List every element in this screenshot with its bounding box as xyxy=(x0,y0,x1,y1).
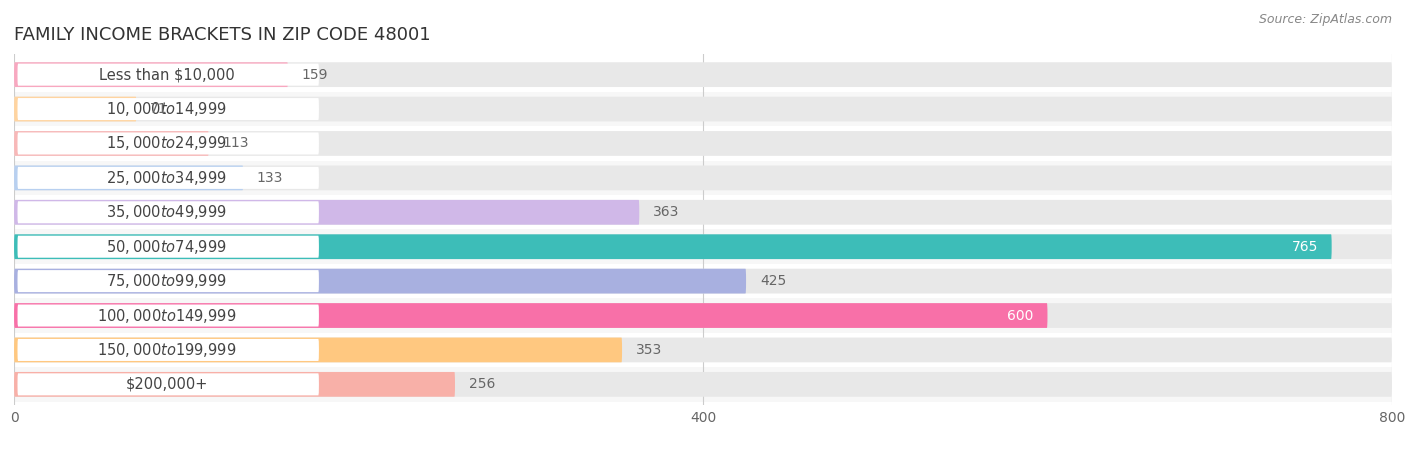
Text: 600: 600 xyxy=(1007,309,1033,323)
Bar xyxy=(14,126,1392,161)
Bar xyxy=(14,230,1392,264)
Bar xyxy=(14,264,1392,298)
Text: FAMILY INCOME BRACKETS IN ZIP CODE 48001: FAMILY INCOME BRACKETS IN ZIP CODE 48001 xyxy=(14,26,430,44)
Text: $15,000 to $24,999: $15,000 to $24,999 xyxy=(105,135,226,153)
FancyBboxPatch shape xyxy=(14,97,1392,122)
FancyBboxPatch shape xyxy=(17,98,319,120)
Text: 256: 256 xyxy=(468,378,495,392)
FancyBboxPatch shape xyxy=(14,131,1392,156)
FancyBboxPatch shape xyxy=(14,62,1392,87)
Text: $100,000 to $149,999: $100,000 to $149,999 xyxy=(97,306,236,324)
Text: 353: 353 xyxy=(636,343,662,357)
FancyBboxPatch shape xyxy=(14,303,1047,328)
Text: $50,000 to $74,999: $50,000 to $74,999 xyxy=(105,238,226,256)
Text: $10,000 to $14,999: $10,000 to $14,999 xyxy=(105,100,226,118)
Text: 113: 113 xyxy=(222,136,249,150)
Text: $25,000 to $34,999: $25,000 to $34,999 xyxy=(105,169,226,187)
FancyBboxPatch shape xyxy=(17,132,319,154)
Text: $150,000 to $199,999: $150,000 to $199,999 xyxy=(97,341,236,359)
Text: $35,000 to $49,999: $35,000 to $49,999 xyxy=(105,203,226,221)
Bar xyxy=(14,298,1392,333)
Text: Less than $10,000: Less than $10,000 xyxy=(98,67,235,82)
FancyBboxPatch shape xyxy=(17,339,319,361)
FancyBboxPatch shape xyxy=(17,63,319,86)
Text: $200,000+: $200,000+ xyxy=(125,377,208,392)
Text: 71: 71 xyxy=(150,102,167,116)
FancyBboxPatch shape xyxy=(14,269,1392,293)
FancyBboxPatch shape xyxy=(14,338,621,362)
FancyBboxPatch shape xyxy=(17,374,319,396)
FancyBboxPatch shape xyxy=(14,372,1392,397)
Text: 133: 133 xyxy=(257,171,283,185)
Text: Source: ZipAtlas.com: Source: ZipAtlas.com xyxy=(1258,14,1392,27)
FancyBboxPatch shape xyxy=(17,236,319,258)
FancyBboxPatch shape xyxy=(14,372,456,397)
FancyBboxPatch shape xyxy=(14,166,243,190)
Text: 159: 159 xyxy=(302,68,328,81)
Text: $75,000 to $99,999: $75,000 to $99,999 xyxy=(105,272,226,290)
Text: 363: 363 xyxy=(652,205,679,219)
FancyBboxPatch shape xyxy=(17,201,319,223)
FancyBboxPatch shape xyxy=(14,200,1392,225)
Bar xyxy=(14,161,1392,195)
Bar xyxy=(14,92,1392,126)
Bar xyxy=(14,367,1392,401)
FancyBboxPatch shape xyxy=(14,338,1392,362)
Text: 425: 425 xyxy=(759,274,786,288)
Bar xyxy=(14,58,1392,92)
FancyBboxPatch shape xyxy=(14,234,1392,259)
Bar xyxy=(14,195,1392,230)
FancyBboxPatch shape xyxy=(14,166,1392,190)
FancyBboxPatch shape xyxy=(14,303,1392,328)
FancyBboxPatch shape xyxy=(14,234,1331,259)
FancyBboxPatch shape xyxy=(14,97,136,122)
FancyBboxPatch shape xyxy=(17,305,319,327)
FancyBboxPatch shape xyxy=(14,131,208,156)
FancyBboxPatch shape xyxy=(17,270,319,292)
Bar xyxy=(14,333,1392,367)
FancyBboxPatch shape xyxy=(17,167,319,189)
FancyBboxPatch shape xyxy=(14,62,288,87)
Text: 765: 765 xyxy=(1292,240,1317,254)
FancyBboxPatch shape xyxy=(14,269,747,293)
FancyBboxPatch shape xyxy=(14,200,640,225)
